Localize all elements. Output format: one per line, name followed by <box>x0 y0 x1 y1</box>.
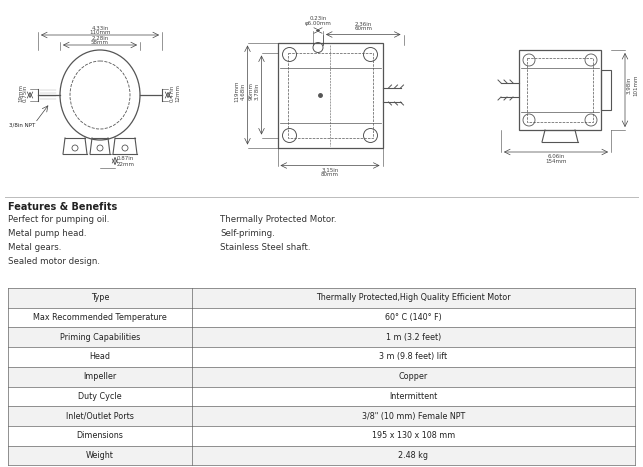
Text: 1 m (3.2 feet): 1 m (3.2 feet) <box>386 333 441 342</box>
Text: Max Recommended Temperature: Max Recommended Temperature <box>33 313 167 322</box>
Bar <box>8 426 635 446</box>
Text: Sealed motor design.: Sealed motor design. <box>8 257 100 266</box>
Bar <box>519 50 601 130</box>
Text: 3/8" (10 mm) Female NPT: 3/8" (10 mm) Female NPT <box>362 411 465 421</box>
Text: Features & Benefits: Features & Benefits <box>8 202 117 212</box>
Text: 0.47in: 0.47in <box>170 85 175 102</box>
Text: Type: Type <box>91 293 109 302</box>
Bar <box>8 367 635 387</box>
Text: Head: Head <box>89 353 111 361</box>
Text: 3/8in NPT: 3/8in NPT <box>9 122 35 127</box>
Text: Weight: Weight <box>86 451 114 460</box>
Text: φ6.00mm: φ6.00mm <box>305 21 331 27</box>
Text: 60mm: 60mm <box>354 27 372 31</box>
Text: Stainless Steel shaft.: Stainless Steel shaft. <box>220 243 311 252</box>
Text: 6.06in: 6.06in <box>547 154 565 159</box>
Text: 58mm: 58mm <box>91 40 109 45</box>
Text: 3 m (9.8 feet) lift: 3 m (9.8 feet) lift <box>379 353 448 361</box>
Bar <box>601 70 611 110</box>
Text: 80mm: 80mm <box>321 172 339 177</box>
Text: 101mm: 101mm <box>633 74 638 96</box>
Text: Self-priming.: Self-priming. <box>220 229 275 238</box>
Text: 3.98in: 3.98in <box>627 77 632 93</box>
Bar <box>287 52 372 137</box>
Bar <box>8 347 635 367</box>
Bar <box>8 327 635 347</box>
Text: Intermittent: Intermittent <box>390 392 438 401</box>
Text: 96mm: 96mm <box>248 82 253 100</box>
Text: 0.23in: 0.23in <box>309 15 327 21</box>
Text: 4.68in: 4.68in <box>240 82 246 99</box>
Bar <box>278 42 383 148</box>
Bar <box>527 58 593 122</box>
Text: 110mm: 110mm <box>89 30 111 35</box>
Bar <box>8 387 635 406</box>
Text: 60° C (140° F): 60° C (140° F) <box>385 313 442 322</box>
Text: 119mm: 119mm <box>235 80 239 102</box>
Bar <box>8 446 635 465</box>
Text: Thermally Protected Motor.: Thermally Protected Motor. <box>220 215 336 224</box>
Text: Metal gears.: Metal gears. <box>8 243 61 252</box>
Text: 12mm: 12mm <box>175 84 180 102</box>
Text: Perfect for pumping oil.: Perfect for pumping oil. <box>8 215 109 224</box>
Text: Thermally Protected,High Quality Efficient Motor: Thermally Protected,High Quality Efficie… <box>316 293 511 302</box>
Text: 2.48 kg: 2.48 kg <box>399 451 428 460</box>
Text: 19mm: 19mm <box>18 84 23 102</box>
Text: Copper: Copper <box>399 372 428 381</box>
Text: 2.36in: 2.36in <box>355 21 372 27</box>
Bar <box>8 308 635 327</box>
Text: Dimensions: Dimensions <box>77 431 123 440</box>
Text: Duty Cycle: Duty Cycle <box>78 392 122 401</box>
Text: Metal pump head.: Metal pump head. <box>8 229 87 238</box>
Text: 3.78in: 3.78in <box>255 82 260 99</box>
Text: Impeller: Impeller <box>84 372 116 381</box>
Text: Priming Capabilities: Priming Capabilities <box>60 333 140 342</box>
Text: 4.33in: 4.33in <box>91 26 109 31</box>
Text: 154mm: 154mm <box>545 159 566 164</box>
Bar <box>8 406 635 426</box>
Bar <box>8 288 635 308</box>
Text: 0.87in: 0.87in <box>117 156 134 162</box>
Text: 3.15in: 3.15in <box>322 168 339 172</box>
Text: 22mm: 22mm <box>117 163 135 168</box>
Text: Inlet/Outlet Ports: Inlet/Outlet Ports <box>66 411 134 421</box>
Text: 195 x 130 x 108 mm: 195 x 130 x 108 mm <box>372 431 455 440</box>
Text: 2.28in: 2.28in <box>91 36 109 41</box>
Text: 0.75in: 0.75in <box>23 85 28 102</box>
